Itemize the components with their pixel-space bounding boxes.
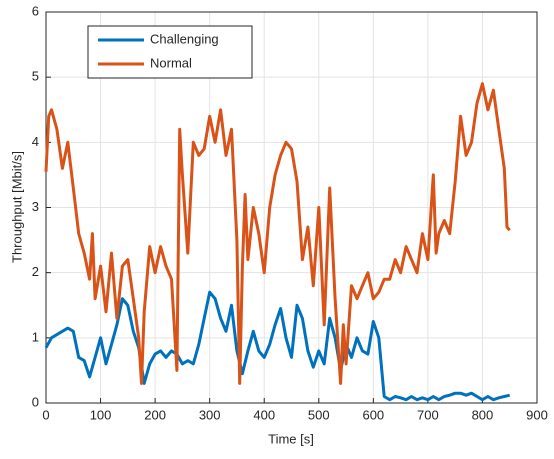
x-tick-label: 600 <box>362 407 384 422</box>
x-tick-label: 900 <box>526 407 548 422</box>
y-tick-label: 1 <box>32 329 39 344</box>
data-line <box>44 290 511 402</box>
x-tick-label: 200 <box>144 407 166 422</box>
legend-box <box>87 25 253 79</box>
y-tick-label: 5 <box>32 69 39 84</box>
x-tick-label: 100 <box>90 407 112 422</box>
y-tick-label: 2 <box>32 264 39 279</box>
y-tick-label: 3 <box>32 199 39 214</box>
x-tick-label: 500 <box>308 407 330 422</box>
y-tick-label: 6 <box>32 3 39 18</box>
data-line <box>44 82 511 385</box>
x-tick-label: 700 <box>417 407 439 422</box>
x-tick-label: 0 <box>42 407 49 422</box>
x-tick-label: 400 <box>253 407 275 422</box>
x-tick-label: 800 <box>472 407 494 422</box>
x-tick-label: 300 <box>199 407 221 422</box>
y-axis-label: Throughput [Mbit/s] <box>9 151 24 263</box>
plot-frame <box>45 11 538 404</box>
legend-label: Normal <box>150 55 192 70</box>
y-tick-label: 0 <box>32 394 39 409</box>
x-axis-label: Time [s] <box>268 431 314 446</box>
legend: Challenging Normal <box>87 25 253 79</box>
legend-label: Challenging <box>150 31 219 46</box>
y-tick-label: 4 <box>32 134 39 149</box>
